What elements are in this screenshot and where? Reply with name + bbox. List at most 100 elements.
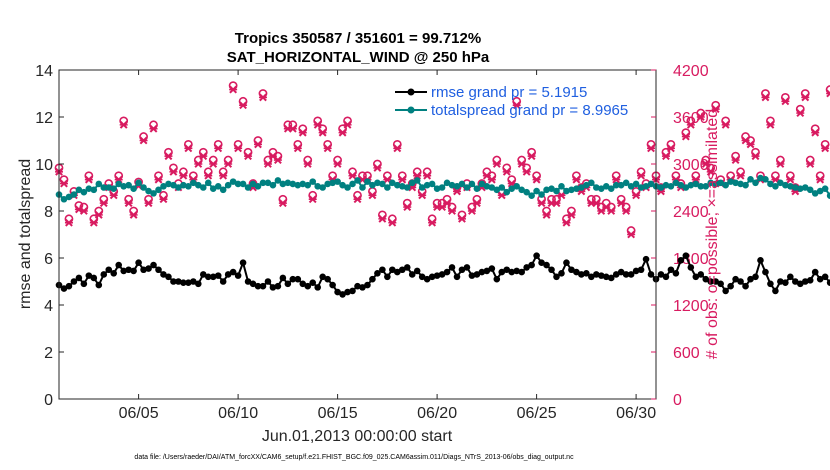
series-rmse-point: [563, 259, 570, 267]
series-assimilated-point: [686, 120, 695, 129]
series-assimilated-point: [661, 152, 670, 161]
series-assimilated-point: [453, 187, 461, 196]
x-tick-label: 06/15: [318, 405, 358, 422]
y-right-tick-label: 4200: [673, 63, 709, 80]
series-spread-point: [384, 184, 391, 191]
series-spread-point: [438, 184, 446, 191]
series-rmse-point: [389, 266, 396, 274]
series-rmse-point: [513, 267, 520, 275]
series-assimilated-point: [706, 167, 715, 176]
series-rmse-point: [269, 284, 277, 291]
series-assimilated-point: [313, 120, 322, 129]
series-spread-point: [219, 186, 227, 194]
series-assimilated-point: [811, 128, 820, 137]
series-spread-point: [801, 184, 809, 191]
series-assimilated-point: [696, 113, 705, 121]
series-rmse-point: [438, 271, 446, 278]
series-rmse-point: [75, 274, 83, 282]
series-rmse-point: [757, 257, 764, 264]
series-assimilated-point: [323, 144, 332, 153]
series-spread-point: [334, 178, 341, 185]
right-tick-labels: 0 600 1200 1800 2400 3000 3600 4200: [673, 63, 709, 409]
series-rmse-point: [533, 252, 540, 259]
series-assimilated-point: [109, 191, 118, 200]
x-tick-label: 06/10: [218, 405, 258, 422]
series-spread-point: [493, 186, 501, 194]
series-spread-point: [712, 180, 719, 188]
series-spread-point: [254, 183, 262, 190]
series-spread-point: [224, 181, 232, 189]
series-assimilated-point: [781, 97, 790, 106]
series-assimilated-point: [776, 160, 785, 168]
series-rmse-point: [65, 282, 73, 290]
series-spread-point: [607, 185, 615, 192]
series-assimilated-point: [373, 164, 382, 172]
series-rmse-point: [508, 268, 516, 276]
series-spread-point: [463, 184, 471, 191]
series-rmse-point: [747, 275, 754, 283]
series-assimilated-point: [308, 195, 317, 204]
series-spread-point: [398, 183, 406, 190]
series-rmse-point: [682, 252, 690, 259]
series-assimilated-point: [94, 211, 103, 219]
series-assimilated-point: [647, 144, 656, 153]
series-assimilated-point: [592, 199, 601, 208]
series-spread-point: [274, 177, 282, 184]
series-assimilated-point: [517, 160, 526, 168]
chart-title: Tropics 350587 / 351601 = 99.712%: [235, 30, 481, 47]
series-rmse-point: [100, 271, 108, 278]
series-rmse-point: [483, 267, 491, 275]
series-spread-point: [821, 185, 829, 192]
series-spread-point: [727, 178, 734, 185]
series-rmse-point: [558, 269, 565, 277]
series-spread-point: [289, 180, 297, 188]
series-rmse-point: [259, 282, 267, 290]
series-rmse-point: [816, 275, 824, 283]
series-rmse-point: [593, 271, 600, 278]
series-assimilated-point: [169, 167, 178, 176]
series-assimilated-point: [124, 199, 133, 208]
series-assimilated-point: [821, 144, 830, 153]
series-rmse-point: [130, 267, 137, 275]
series-spread-point: [85, 185, 93, 192]
series-assimilated-point: [119, 120, 128, 129]
series-spread-point: [488, 184, 496, 191]
y-right-tick-label: 3000: [673, 157, 709, 174]
series-rmse-point: [369, 275, 376, 283]
series-assimilated-point: [562, 218, 571, 227]
series-rmse-point: [80, 280, 88, 288]
series-rmse-point: [314, 284, 322, 291]
series-spread-point: [777, 179, 784, 187]
y-left-tick-label: 10: [35, 157, 53, 174]
series-spread-point: [752, 179, 759, 187]
series-assimilated-point: [512, 101, 521, 110]
series-spread-point: [732, 179, 739, 187]
series-spread-point: [304, 181, 312, 189]
series-rmse-point: [662, 273, 670, 281]
series-assimilated-point: [204, 171, 213, 180]
series-spread-point: [389, 179, 396, 187]
series-spread-point: [503, 188, 511, 196]
series-rmse-point: [632, 267, 640, 275]
series-spread-point: [513, 183, 520, 190]
series-assimilated-point: [403, 203, 412, 211]
series-rmse-point: [647, 271, 655, 278]
series-rmse-point: [796, 280, 804, 288]
series-rmse-point: [578, 271, 585, 278]
series-assimilated-point: [761, 93, 770, 102]
series-assimilated-point: [298, 128, 307, 137]
data-file-footnote: data file: /Users/raeder/DAI/ATM_forcXX/…: [134, 454, 574, 461]
series-spread-point: [627, 183, 635, 190]
series-assimilated-point: [522, 167, 531, 176]
series-spread-point: [543, 186, 550, 194]
series-rmse-point: [583, 269, 590, 277]
series-assimilated-point: [711, 105, 720, 114]
series-rmse-point: [428, 273, 436, 281]
series-spread-point: [717, 179, 724, 187]
series-spread-point: [782, 181, 789, 189]
series-spread-point: [662, 181, 670, 189]
series-rmse-point: [493, 275, 501, 283]
series-rmse-point: [443, 268, 451, 276]
series-rmse-point: [727, 282, 734, 290]
series-spread-point: [324, 180, 331, 188]
